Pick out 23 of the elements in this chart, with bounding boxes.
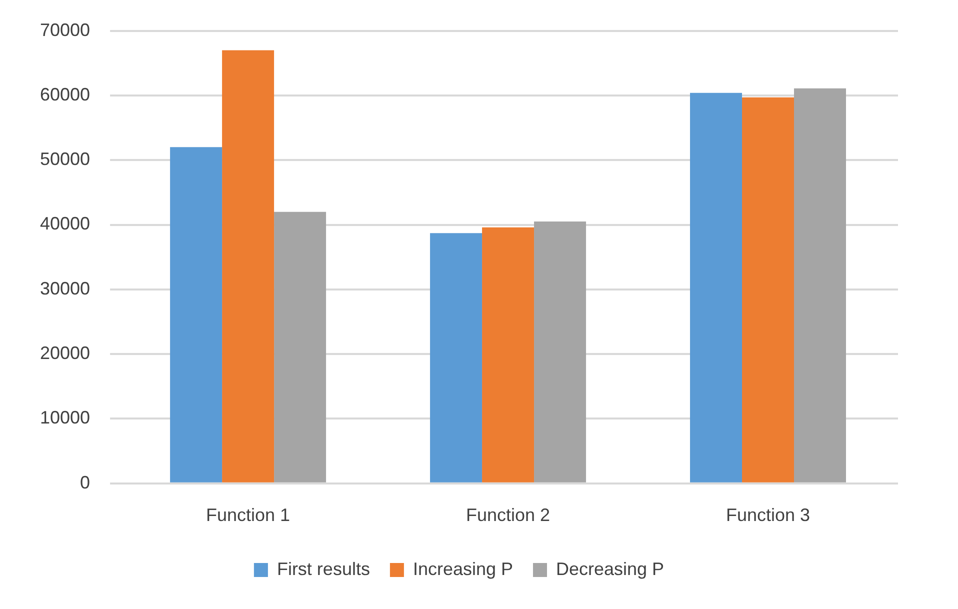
legend-label: First results [276,558,370,579]
legend-label: Decreasing P [556,558,664,579]
x-tick-label: Function 3 [726,505,810,526]
bar [222,50,274,482]
y-tick-label: 10000 [40,408,90,428]
bar [430,233,482,482]
bar [170,147,222,482]
y-tick-label: 0 [80,472,90,492]
x-tick-label: Function 2 [466,505,550,526]
y-tick-label: 30000 [40,278,90,298]
bar [690,92,742,482]
x-tick-label: Function 1 [206,505,290,526]
y-tick-label: 20000 [40,343,90,364]
bar [534,222,586,482]
bar [482,227,534,482]
y-tick-label: 60000 [40,84,90,104]
y-tick-label: 70000 [40,20,90,40]
y-tick-label: 40000 [40,214,90,234]
legend-label: Increasing P [412,558,514,579]
bar [742,97,794,482]
bar [794,88,846,482]
y-tick-label: 50000 [40,149,90,170]
bar [274,212,326,482]
